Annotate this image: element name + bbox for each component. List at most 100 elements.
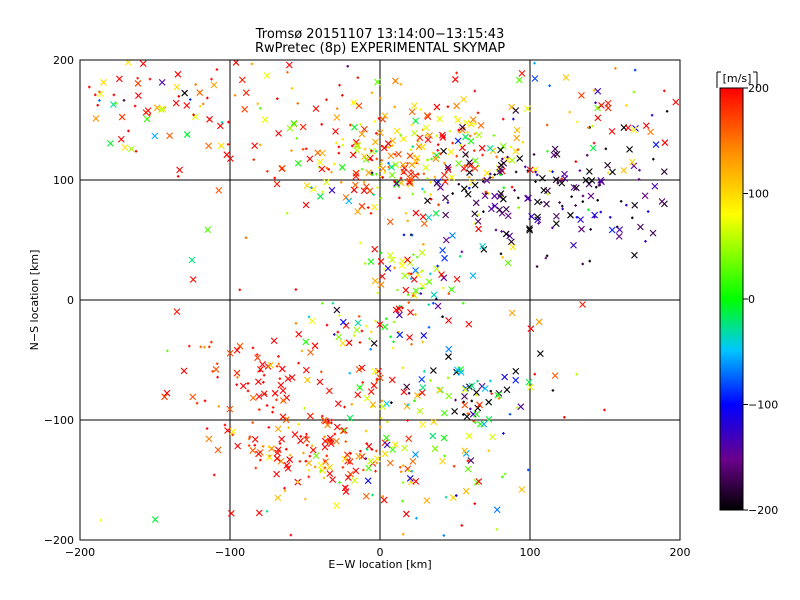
echo-dot <box>481 153 484 157</box>
echo-cross <box>347 470 354 478</box>
echo-dot <box>330 170 333 174</box>
echo-dot <box>271 410 274 414</box>
echo-dot <box>468 134 472 138</box>
echo-dot <box>513 189 516 192</box>
echo-dot <box>341 143 345 147</box>
echo-cross <box>236 342 244 350</box>
echo-cross <box>371 138 379 146</box>
echo-cross <box>307 348 314 356</box>
echo-dot <box>410 123 414 127</box>
echo-dot <box>320 123 323 126</box>
echo-cross <box>278 435 286 443</box>
echo-cross <box>544 187 551 195</box>
echo-cross <box>501 373 509 381</box>
echo-dot <box>337 145 341 149</box>
echo-dot <box>436 264 439 268</box>
echo-cross <box>513 134 521 142</box>
echo-cross <box>553 150 561 158</box>
y-axis-ticks: −200 −100 0 100 200 <box>44 54 74 547</box>
x-axis-ticks: −200 −100 0 100 200 <box>65 546 691 559</box>
echo-cross <box>333 502 341 509</box>
echo-cross <box>620 167 628 174</box>
echo-cross <box>366 187 374 195</box>
echo-cross <box>508 156 516 164</box>
echo-dot <box>217 405 221 408</box>
echo-cross <box>406 152 414 160</box>
echo-cross <box>464 190 472 198</box>
echo-cross <box>585 180 593 188</box>
echo-cross <box>161 393 168 401</box>
echo-cross <box>425 214 433 221</box>
echo-dot <box>446 105 450 109</box>
echo-dot <box>322 476 326 480</box>
echo-cross <box>567 211 574 219</box>
echo-cross <box>570 183 578 191</box>
echo-cross <box>463 413 471 421</box>
echo-cross <box>578 91 585 99</box>
echo-cross <box>370 203 378 211</box>
echo-cross <box>430 291 438 299</box>
echo-cross <box>285 61 293 69</box>
echo-cross <box>442 194 449 202</box>
echo-dot <box>501 117 505 121</box>
echo-cross <box>426 132 433 139</box>
echo-cross <box>362 492 370 500</box>
echo-dot <box>188 344 191 348</box>
echo-dot <box>447 292 451 295</box>
echo-dot <box>593 215 596 219</box>
echo-cross <box>497 165 504 173</box>
echo-dot <box>451 192 454 195</box>
echo-dot <box>308 454 312 458</box>
echo-cross <box>524 105 531 113</box>
echo-cross <box>363 183 370 191</box>
echo-cross <box>354 208 362 215</box>
echo-cross <box>380 496 388 504</box>
echo-cross <box>403 383 411 391</box>
echo-dot <box>430 157 433 161</box>
echo-cross <box>322 458 330 466</box>
echo-cross <box>562 74 570 81</box>
echo-cross <box>377 258 385 265</box>
echo-dot <box>432 301 435 305</box>
echo-dot <box>443 161 446 165</box>
echo-dot <box>372 193 375 196</box>
echo-cross <box>326 463 334 471</box>
echo-cross <box>346 414 354 422</box>
echo-dot <box>646 210 650 213</box>
echo-cross <box>116 75 123 83</box>
echo-dot <box>302 451 305 455</box>
echo-cross <box>420 332 428 339</box>
echo-cross <box>489 433 496 441</box>
echo-dot <box>259 458 262 462</box>
echo-dot <box>350 403 354 406</box>
echo-dot <box>429 181 432 184</box>
echo-cross <box>454 116 462 124</box>
echo-dot <box>534 170 537 174</box>
echo-dot <box>574 160 578 163</box>
echo-cross <box>551 372 559 379</box>
echo-dot <box>535 265 539 268</box>
echo-dot <box>401 532 405 536</box>
echo-cross <box>588 177 596 184</box>
echo-cross <box>327 440 335 448</box>
echo-cross <box>499 142 507 150</box>
echo-cross <box>408 161 416 169</box>
echo-dot <box>298 460 302 463</box>
echo-cross <box>460 95 468 103</box>
echo-dot <box>396 288 399 292</box>
echo-dot <box>516 148 520 151</box>
colorbar-tick-label: 100 <box>748 188 769 201</box>
echo-dot <box>370 158 373 161</box>
echo-cross <box>473 478 481 486</box>
echo-cross <box>444 163 452 171</box>
echo-dot <box>364 457 368 460</box>
echo-cross <box>587 192 595 200</box>
echo-cross <box>251 142 259 150</box>
echo-cross <box>388 256 396 264</box>
echo-cross <box>461 393 468 400</box>
echo-cross <box>609 168 616 176</box>
echo-dot <box>370 149 373 153</box>
echo-dot <box>313 465 317 469</box>
echo-dot <box>368 337 371 341</box>
